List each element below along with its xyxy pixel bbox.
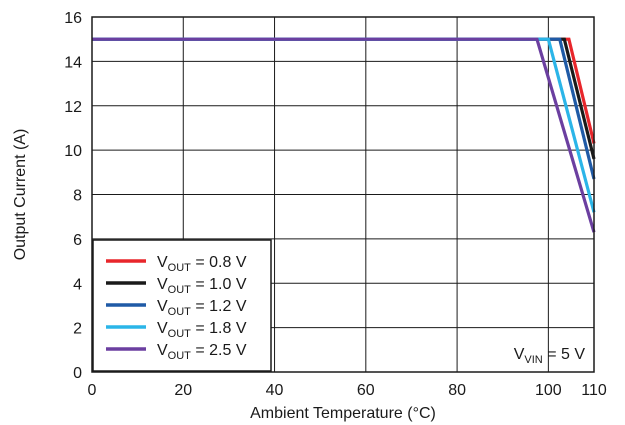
vin-annotation: VVIN = 5 V [514, 346, 586, 366]
series-lines [92, 37, 596, 233]
y-tick-label: 12 [64, 99, 82, 116]
series-line-1 [92, 37, 596, 160]
series-line-0 [92, 37, 596, 144]
plot-frame [91, 16, 595, 373]
x-axis-title: Ambient Temperature (°C) [250, 405, 436, 422]
x-tick-label: 0 [88, 382, 97, 399]
y-tick-label: 16 [64, 10, 82, 27]
y-tick-label: 8 [73, 188, 82, 205]
y-tick-label: 10 [64, 143, 82, 160]
x-tick-label: 80 [448, 382, 466, 399]
y-tick-labels: 0 2 4 6 8 10 12 14 16 [64, 10, 82, 382]
legend-label: VOUT = 1.0 V [157, 276, 247, 296]
x-tick-label: 110 [581, 382, 607, 399]
legend-label: VOUT = 0.8 V [157, 254, 247, 274]
x-tick-label: 60 [357, 382, 375, 399]
series-line-3 [92, 37, 596, 213]
y-tick-label: 2 [73, 321, 82, 338]
legend-label: VOUT = 2.5 V [157, 342, 247, 362]
y-axis-title: Output Current (A) [12, 129, 29, 261]
x-tick-label: 40 [266, 382, 284, 399]
y-tick-label: 4 [73, 276, 82, 293]
vin-label: VVIN = 5 V [514, 346, 586, 366]
x-tick-labels: 0 20 40 60 80 100 110 [88, 382, 607, 399]
x-tick-label: 20 [174, 382, 192, 399]
y-tick-label: 0 [73, 365, 82, 382]
legend-label: VOUT = 1.8 V [157, 320, 247, 340]
series-line-2 [92, 37, 596, 180]
legend-label: VOUT = 1.2 V [157, 298, 247, 318]
series-line-4 [92, 37, 596, 233]
y-tick-label: 6 [73, 232, 82, 249]
x-tick-label: 100 [535, 382, 562, 399]
y-tick-label: 14 [64, 54, 82, 71]
